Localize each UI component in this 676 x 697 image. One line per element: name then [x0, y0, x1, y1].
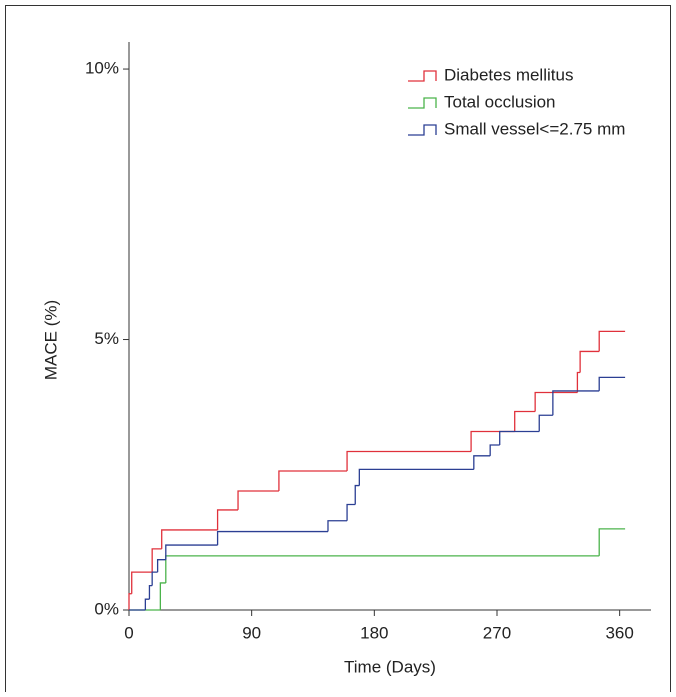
step-segment — [358, 468, 474, 486]
step-segment — [151, 571, 158, 586]
step-segment — [237, 490, 279, 510]
x-tick-label: 270 — [483, 623, 511, 642]
x-axis-label: Time (Days) — [344, 657, 436, 676]
legend-label: Diabetes mellitus — [444, 65, 573, 84]
x-tick-label: 180 — [360, 623, 388, 642]
legend-label: Total occlusion — [444, 92, 556, 111]
step-segment — [514, 410, 536, 432]
step-segment — [346, 450, 472, 471]
step-segment — [216, 509, 239, 530]
legend-swatch — [408, 97, 437, 109]
step-segment — [552, 390, 600, 416]
step-segment — [470, 430, 515, 452]
step-segment — [473, 455, 491, 470]
step-segment — [346, 503, 356, 521]
step-segment — [598, 376, 626, 391]
step-segment — [151, 548, 162, 573]
step-segment — [534, 391, 578, 412]
step-segment — [576, 371, 581, 393]
step-segment — [161, 529, 218, 549]
step-segment — [148, 585, 153, 600]
legend-swatch — [408, 70, 437, 82]
step-segment — [499, 430, 540, 446]
step-segment — [165, 544, 218, 560]
y-tick-label: 5% — [94, 329, 119, 348]
step-segment — [489, 444, 500, 456]
step-segment — [327, 520, 348, 532]
step-segment — [598, 528, 626, 556]
legend-swatch — [408, 124, 437, 136]
x-tick-label: 0 — [124, 623, 133, 642]
x-tick-label: 360 — [605, 623, 633, 642]
legend-label: Small vessel<=2.75 mm — [444, 119, 625, 138]
step-segment — [156, 559, 166, 573]
frame — [5, 5, 671, 692]
step-segment — [278, 470, 348, 491]
y-axis-label: MACE (%) — [41, 300, 60, 380]
step-segment — [144, 598, 150, 610]
step-segment — [128, 593, 132, 610]
x-tick-label: 90 — [242, 623, 261, 642]
y-tick-label: 10% — [85, 59, 119, 78]
step-segment — [165, 555, 600, 583]
step-segment — [354, 484, 360, 505]
step-segment — [131, 571, 153, 594]
step-segment — [538, 414, 553, 432]
step-segment — [598, 330, 626, 352]
step-segment — [579, 350, 600, 373]
step-segment — [159, 582, 166, 610]
y-tick-label: 0% — [94, 599, 119, 618]
step-segment — [216, 530, 328, 546]
